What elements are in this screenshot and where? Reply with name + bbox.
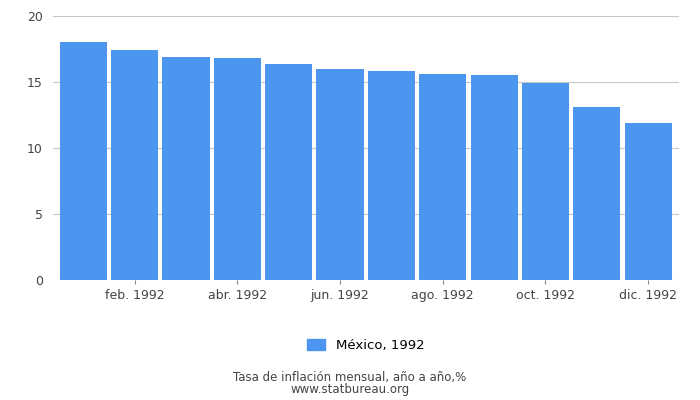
Bar (265, 64, 312, 280)
Bar (419, 74, 466, 280)
Bar (162, 57, 209, 280)
Bar (214, 58, 261, 280)
Bar (60, 42, 107, 280)
Bar (624, 123, 672, 280)
Text: Tasa de inflación mensual, año a año,%: Tasa de inflación mensual, año a año,% (233, 372, 467, 384)
Bar (368, 72, 415, 280)
Bar (522, 83, 569, 280)
Legend: México, 1992: México, 1992 (302, 334, 430, 358)
Bar (573, 107, 620, 280)
Text: www.statbureau.org: www.statbureau.org (290, 384, 410, 396)
Bar (316, 70, 364, 280)
Bar (111, 50, 158, 280)
Bar (470, 75, 518, 280)
